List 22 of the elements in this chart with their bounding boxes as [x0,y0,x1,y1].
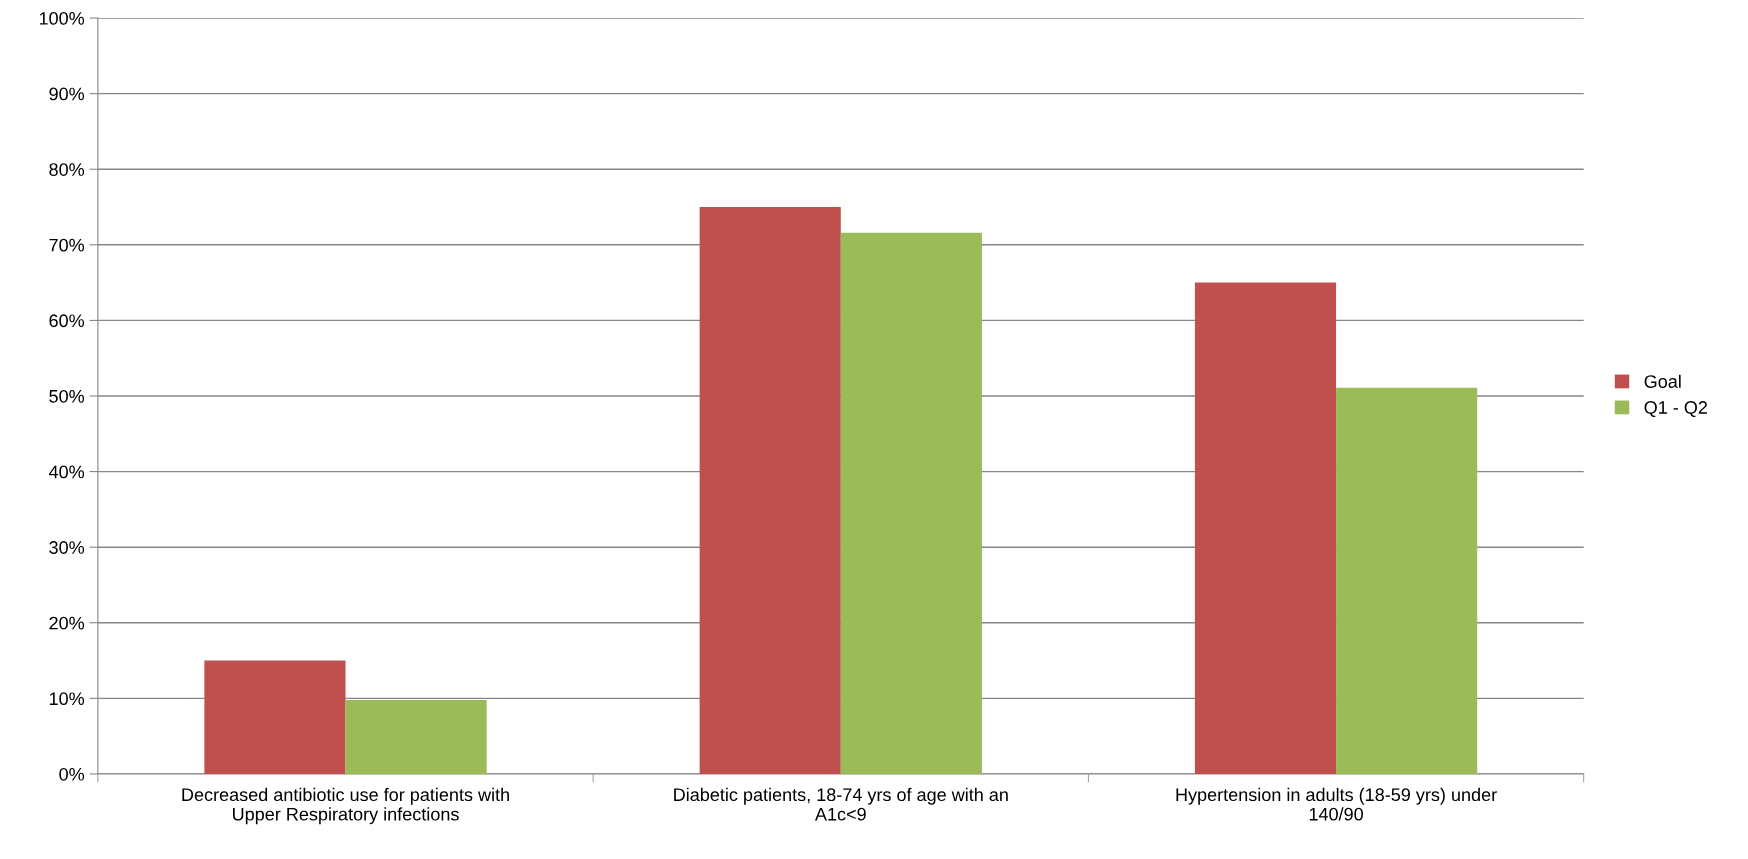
legend-label: Goal [1644,374,1681,388]
y-tick-label: 70% [49,238,85,252]
bar [204,660,346,774]
bar [345,699,487,774]
y-tick-label: 50% [49,389,85,403]
x-tick-label: Decreased antibiotic use for patients with Upper Respiratory infections [182,787,509,825]
bar [840,232,982,774]
bar [1336,387,1478,774]
y-tick-label: 0% [59,767,85,781]
y-tick-label: 100% [39,11,85,25]
bar [1194,282,1337,774]
y-tick-label: 80% [49,163,85,176]
legend-label: Q1 - Q2 [1644,401,1707,418]
x-tick-label: Hypertension in adults (18-59 yrs) under 140/90 [1176,787,1497,821]
y-tick-label: 40% [48,465,85,479]
y-tick-label: 90% [49,87,85,101]
y-tick-label: 10% [49,692,85,706]
bar [699,207,841,774]
x-tick-label: Diabetic patients, 18-74 yrs of age with an A1c<9 [674,787,1008,821]
y-tick-label: 20% [49,616,85,630]
y-tick-label: 60% [49,314,85,328]
y-tick-label: 30% [49,541,85,554]
